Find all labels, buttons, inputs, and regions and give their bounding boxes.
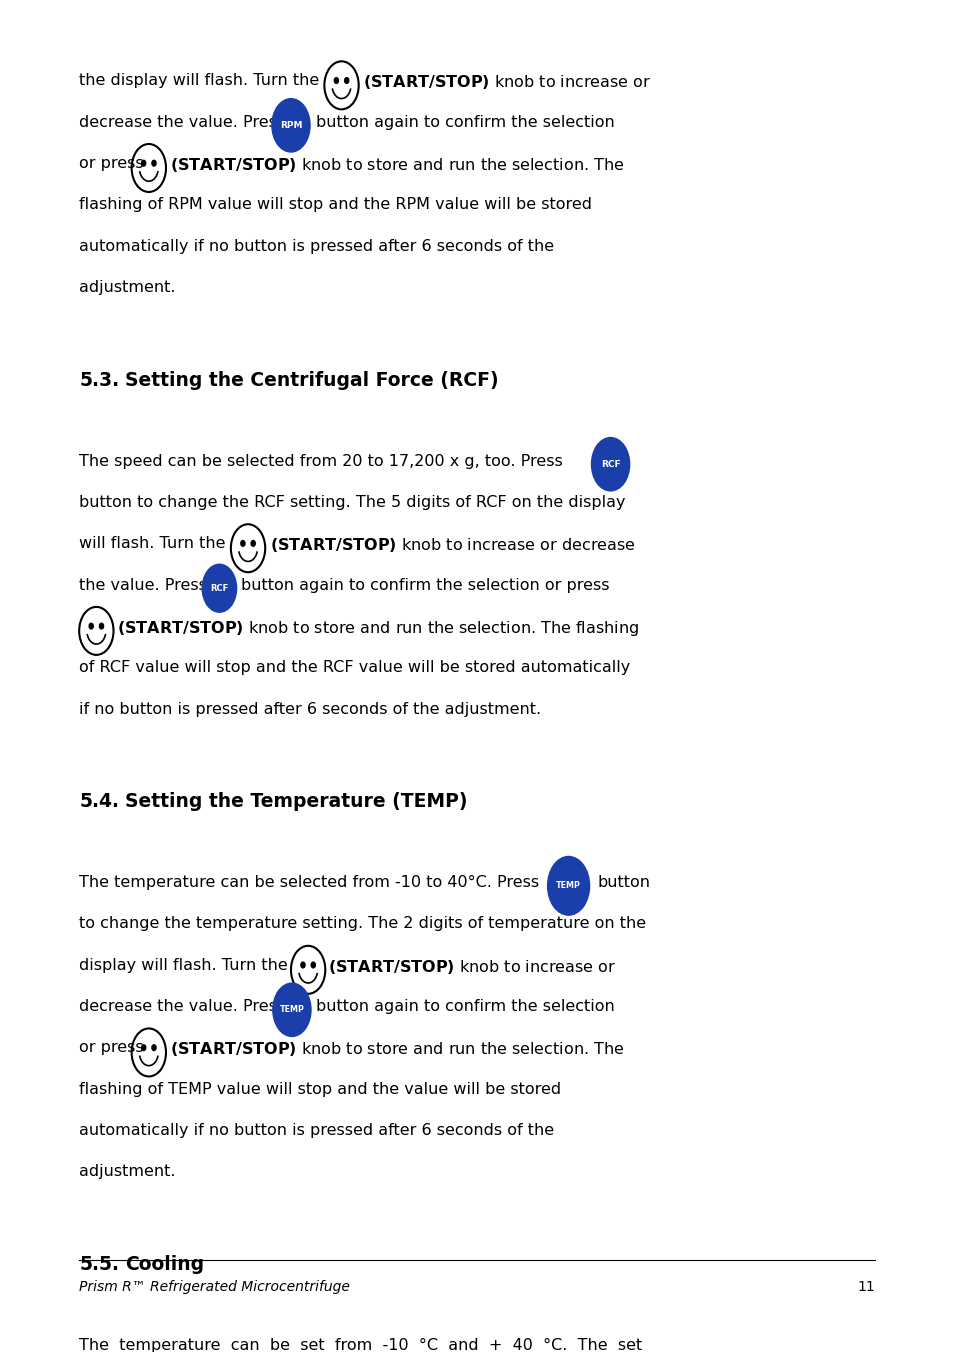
Text: or press: or press [79, 1041, 144, 1056]
Text: or press: or press [79, 155, 144, 170]
Text: Setting the Temperature (TEMP): Setting the Temperature (TEMP) [125, 792, 467, 811]
Circle shape [311, 963, 315, 968]
Text: RPM: RPM [279, 120, 302, 130]
Text: Cooling: Cooling [125, 1256, 204, 1275]
Text: button again to confirm the selection: button again to confirm the selection [315, 999, 614, 1014]
Text: the value. Press: the value. Press [79, 577, 207, 592]
Circle shape [152, 1045, 156, 1051]
Circle shape [344, 77, 349, 84]
Text: if no button is pressed after 6 seconds of the adjustment.: if no button is pressed after 6 seconds … [79, 702, 540, 717]
Circle shape [141, 161, 146, 166]
Circle shape [152, 161, 156, 166]
Text: flashing of RPM value will stop and the RPM value will be stored: flashing of RPM value will stop and the … [79, 197, 592, 212]
Text: automatically if no button is pressed after 6 seconds of the: automatically if no button is pressed af… [79, 239, 554, 254]
Circle shape [334, 77, 338, 84]
Circle shape [141, 1045, 146, 1051]
Text: 5.5.: 5.5. [79, 1256, 119, 1275]
Circle shape [89, 623, 93, 629]
Text: 11: 11 [856, 1280, 874, 1294]
Circle shape [251, 541, 255, 546]
Text: the display will flash. Turn the: the display will flash. Turn the [79, 73, 319, 88]
Text: to change the temperature setting. The 2 digits of temperature on the: to change the temperature setting. The 2… [79, 917, 645, 932]
Text: button again to confirm the selection or press: button again to confirm the selection or… [241, 577, 609, 592]
Text: decrease the value. Press: decrease the value. Press [79, 115, 285, 130]
Circle shape [202, 564, 236, 612]
Text: $\mathbf{(START/STOP)}$ knob to store and run the selection. The flashing: $\mathbf{(START/STOP)}$ knob to store an… [117, 619, 639, 638]
Text: TEMP: TEMP [279, 1006, 304, 1014]
Text: button again to confirm the selection: button again to confirm the selection [315, 115, 614, 130]
Text: will flash. Turn the: will flash. Turn the [79, 537, 226, 552]
Text: button: button [597, 875, 650, 890]
Circle shape [591, 438, 629, 491]
Text: button to change the RCF setting. The 5 digits of RCF on the display: button to change the RCF setting. The 5 … [79, 495, 625, 510]
Text: $\mathbf{(START/STOP)}$ knob to increase or: $\mathbf{(START/STOP)}$ knob to increase… [328, 957, 616, 976]
Text: decrease the value. Press: decrease the value. Press [79, 999, 285, 1014]
Text: The  temperature  can  be  set  from  -10  °C  and  +  40  °C.  The  set: The temperature can be set from -10 °C a… [79, 1338, 641, 1352]
Text: Setting the Centrifugal Force (RCF): Setting the Centrifugal Force (RCF) [125, 370, 498, 389]
Text: RCF: RCF [600, 460, 619, 469]
Text: TEMP: TEMP [556, 882, 580, 891]
Text: The speed can be selected from 20 to 17,200 x g, too. Press: The speed can be selected from 20 to 17,… [79, 453, 562, 469]
Text: $\mathbf{(START/STOP)}$ knob to increase or decrease: $\mathbf{(START/STOP)}$ knob to increase… [270, 537, 635, 554]
Text: adjustment.: adjustment. [79, 1164, 175, 1179]
Circle shape [99, 623, 104, 629]
Circle shape [547, 856, 589, 915]
Text: $\mathbf{(START/STOP)}$ knob to increase or: $\mathbf{(START/STOP)}$ knob to increase… [363, 73, 651, 92]
Text: Prism R™ Refrigerated Microcentrifuge: Prism R™ Refrigerated Microcentrifuge [79, 1280, 350, 1294]
Text: flashing of TEMP value will stop and the value will be stored: flashing of TEMP value will stop and the… [79, 1082, 560, 1096]
Text: adjustment.: adjustment. [79, 280, 175, 295]
Text: automatically if no button is pressed after 6 seconds of the: automatically if no button is pressed af… [79, 1124, 554, 1138]
Text: of RCF value will stop and the RCF value will be stored automatically: of RCF value will stop and the RCF value… [79, 660, 630, 675]
Text: display will flash. Turn the: display will flash. Turn the [79, 957, 288, 973]
Text: $\mathbf{(START/STOP)}$ knob to store and run the selection. The: $\mathbf{(START/STOP)}$ knob to store an… [170, 1041, 623, 1059]
Circle shape [300, 963, 305, 968]
Text: 5.4.: 5.4. [79, 792, 119, 811]
Circle shape [273, 983, 311, 1037]
Text: RCF: RCF [210, 584, 229, 592]
Circle shape [272, 99, 310, 151]
Circle shape [240, 541, 245, 546]
Text: The temperature can be selected from -10 to 40°C. Press: The temperature can be selected from -10… [79, 875, 538, 890]
Text: $\mathbf{(START/STOP)}$ knob to store and run the selection. The: $\mathbf{(START/STOP)}$ knob to store an… [170, 155, 623, 174]
Text: 5.3.: 5.3. [79, 370, 119, 389]
